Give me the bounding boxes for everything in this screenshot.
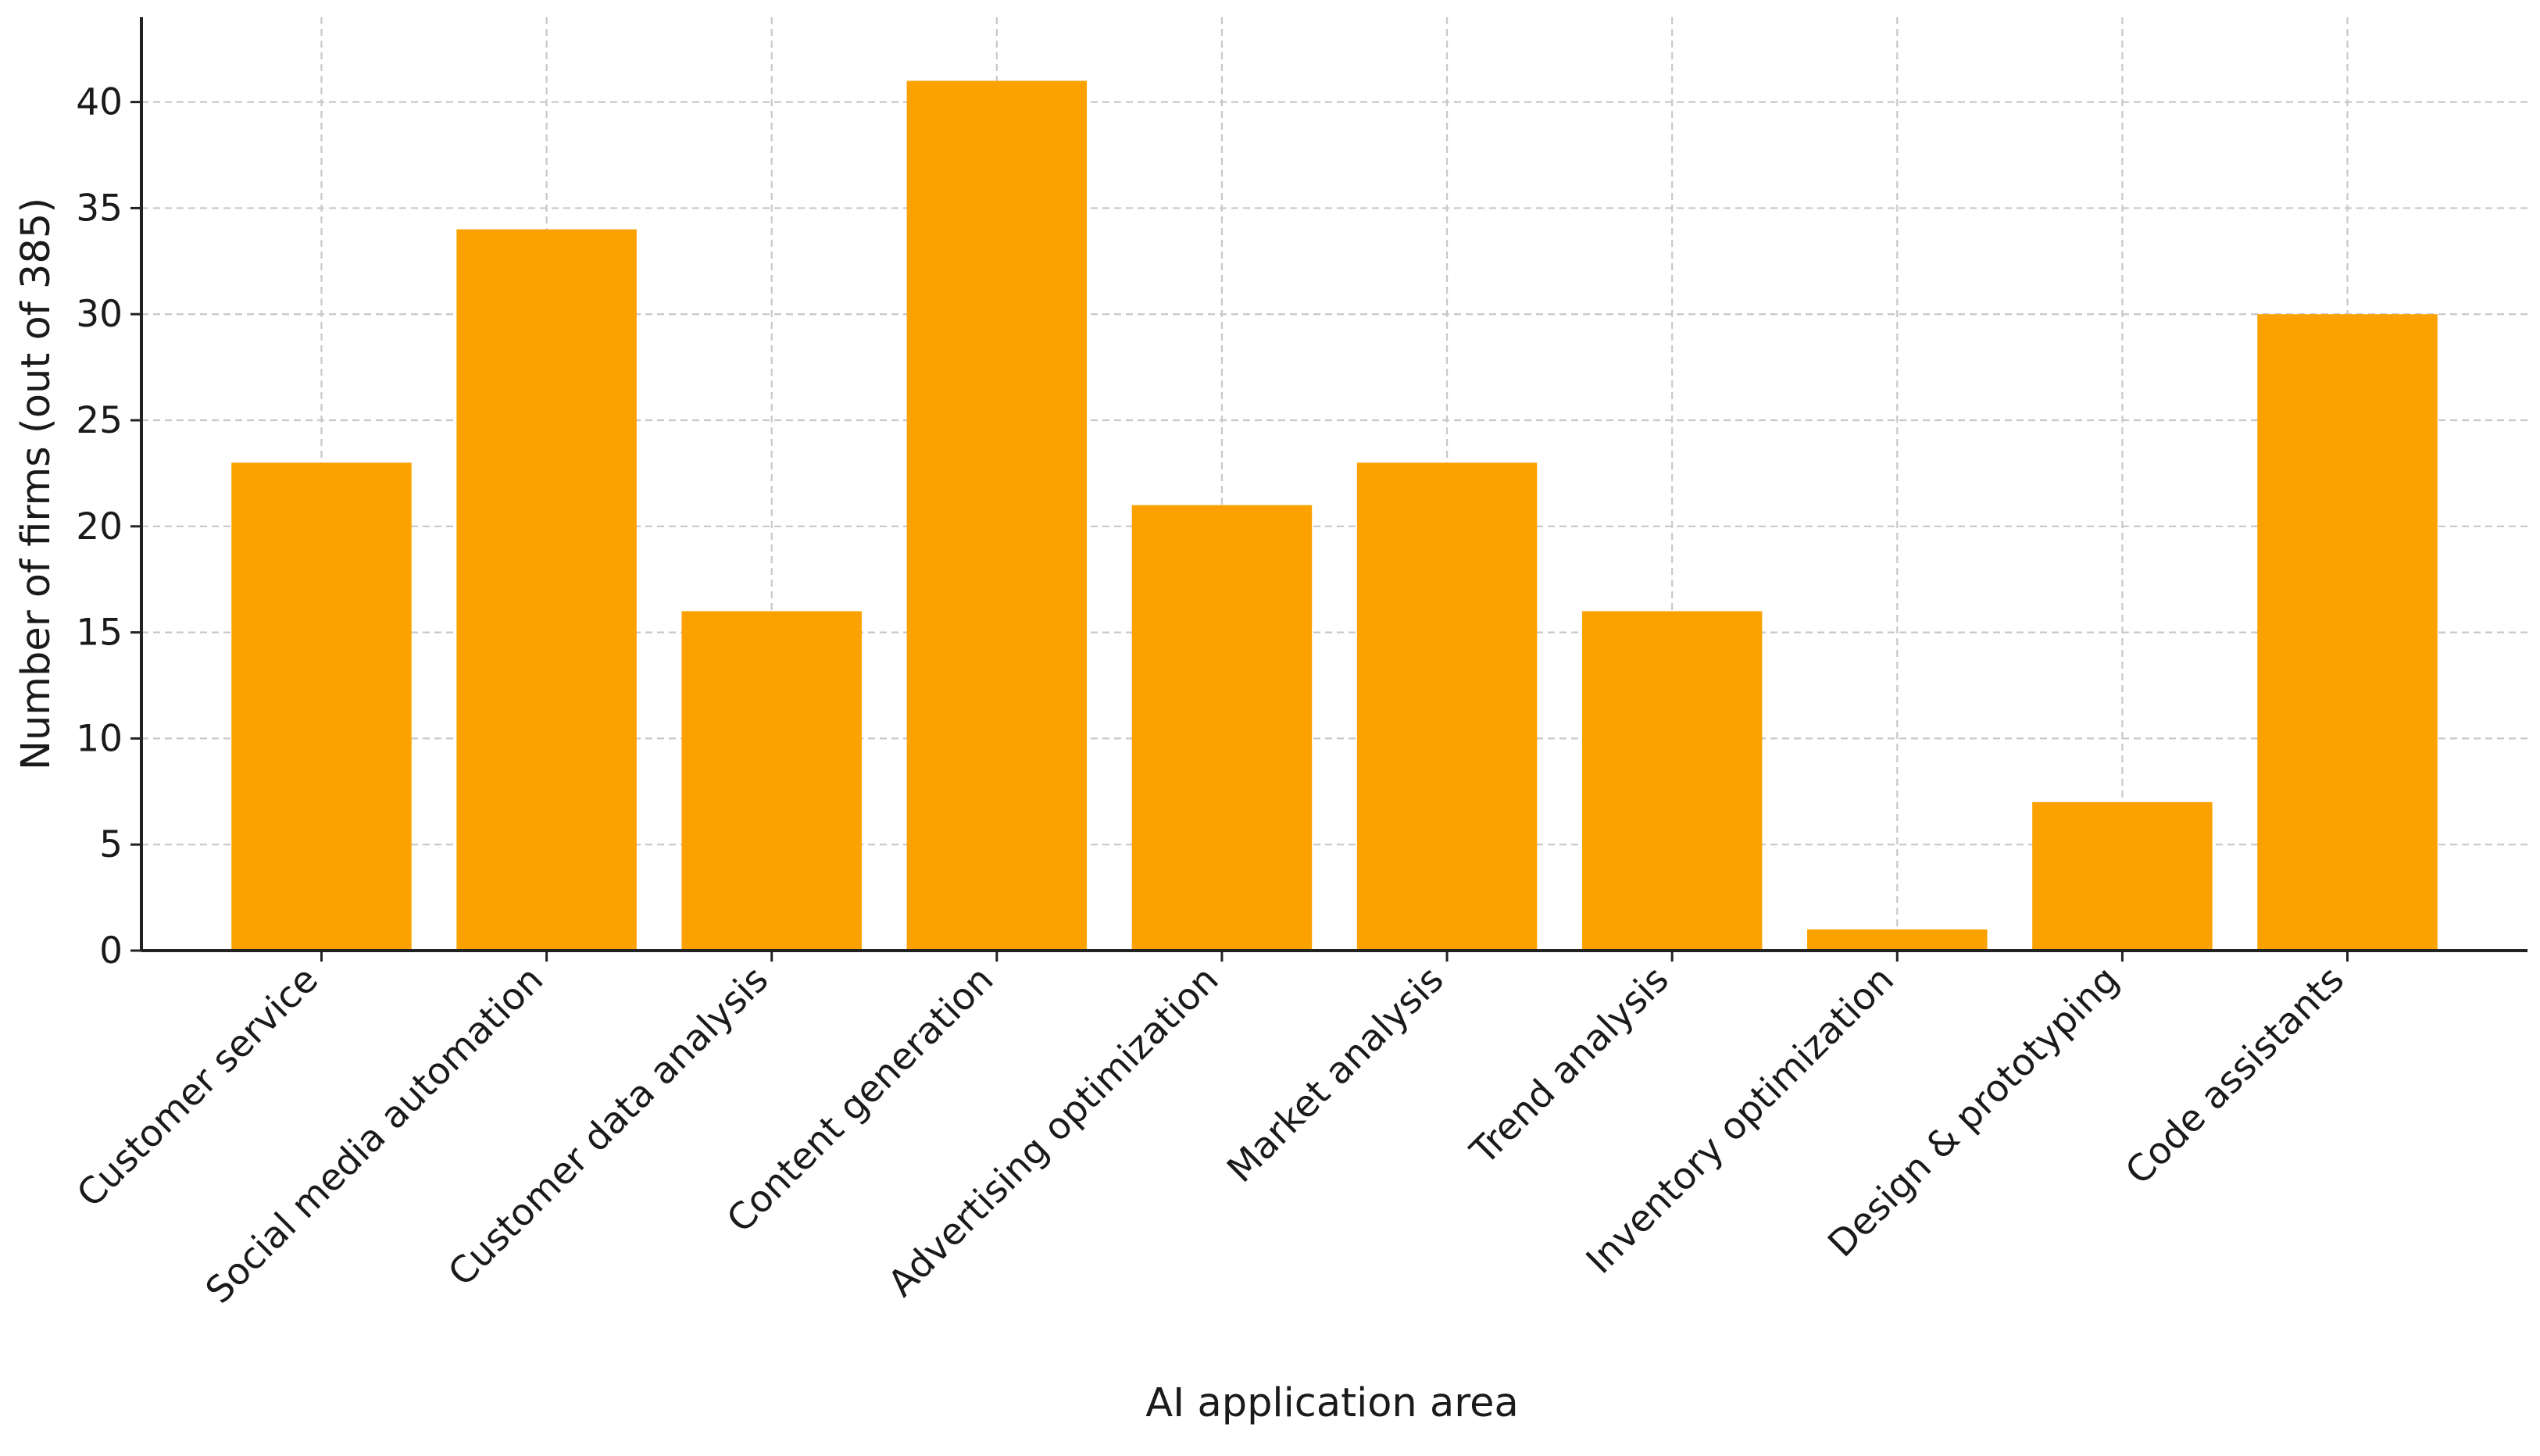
y-tick-label: 20 — [76, 505, 123, 548]
bar — [2032, 801, 2213, 951]
y-tick-label: 35 — [76, 187, 123, 230]
ticks-layer — [130, 101, 2349, 962]
bars-layer — [231, 80, 2438, 951]
y-tick-label: 15 — [76, 612, 123, 655]
y-tick-label: 0 — [99, 930, 123, 972]
y-tick-label: 40 — [76, 81, 123, 124]
bar — [1807, 929, 1988, 951]
y-axis-title: Number of firms (out of 385) — [13, 198, 59, 770]
bar — [2257, 314, 2438, 951]
x-tick-label: Customer service — [69, 958, 327, 1216]
axes-layer — [140, 17, 2527, 952]
y-tick-label: 5 — [99, 823, 123, 866]
y-tick-label: 30 — [76, 293, 123, 336]
bar — [1356, 462, 1538, 951]
x-tick-label: Code assistants — [2117, 958, 2352, 1194]
bar — [1581, 611, 1763, 951]
y-tick-label: 25 — [76, 399, 123, 442]
x-axis-title: AI application area — [1145, 1380, 1518, 1426]
bar — [681, 611, 862, 951]
bar — [1131, 505, 1313, 951]
x-tick-label: Trend analysis — [1462, 958, 1677, 1174]
bar — [906, 80, 1088, 951]
bar — [231, 462, 412, 951]
bar — [456, 229, 637, 951]
y-tick-label: 10 — [76, 717, 123, 760]
x-tick-label: Market analysis — [1219, 958, 1452, 1191]
